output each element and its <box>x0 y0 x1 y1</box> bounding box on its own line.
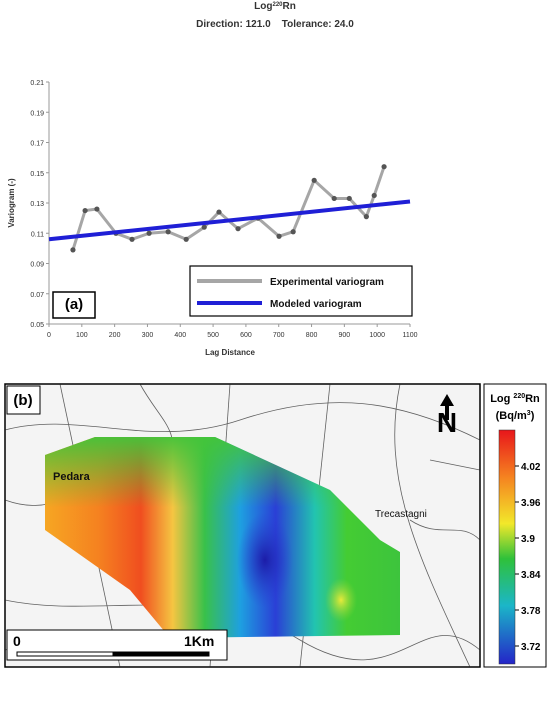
point <box>235 226 241 232</box>
series-line <box>48 199 411 242</box>
colorbar-ticks: 4.02 3.96 3.9 3.84 3.78 3.72 <box>515 462 541 653</box>
point <box>146 230 152 236</box>
colorbar-tick-label: 4.02 <box>521 462 541 473</box>
x-tick-label: 400 <box>174 332 186 339</box>
point <box>363 214 369 220</box>
colorbar-unit: (Bq/m3) <box>496 410 535 422</box>
point <box>381 164 387 170</box>
x-tick-label: 900 <box>339 332 351 339</box>
scale-label: 1Km <box>184 633 214 649</box>
colorbar-title: Log 220Rn <box>490 393 540 405</box>
scale-label: 0 <box>13 633 21 649</box>
point <box>311 177 317 183</box>
x-tick-label: 700 <box>273 332 285 339</box>
y-tick-label: 0.13 <box>30 201 44 208</box>
colorbar-tick-label: 3.96 <box>521 498 541 509</box>
point <box>165 229 171 235</box>
x-tick-label: 600 <box>240 332 252 339</box>
panel-label-box <box>52 291 96 319</box>
colorbar-tick-label: 3.78 <box>521 606 541 617</box>
y-tick-label: 0.19 <box>30 110 44 117</box>
x-tick-label: 0 <box>47 332 51 339</box>
point <box>346 195 352 202</box>
north-arrow <box>440 394 454 420</box>
x-tick-label: 1100 <box>402 332 417 339</box>
legend-label: Modeled variogram <box>270 299 362 310</box>
legend-box <box>189 265 413 317</box>
point <box>216 209 222 215</box>
x-axis-label: Lag Distance <box>205 348 255 357</box>
interpolation <box>45 437 400 638</box>
x-tick-label: 500 <box>207 332 219 339</box>
y-tick-label: 0.21 <box>30 80 44 87</box>
x-tick-label: 100 <box>76 332 88 339</box>
colorbar-tick-label: 3.84 <box>521 570 541 581</box>
panel-label: (b) <box>13 392 32 409</box>
y-tick-label: 0.17 <box>30 141 44 148</box>
y-axis-label: Variogram (-) <box>7 178 16 228</box>
point <box>82 207 88 214</box>
x-tick-label: 1000 <box>369 332 385 339</box>
north-label: N <box>437 407 457 438</box>
x-tick-label: 300 <box>142 332 154 339</box>
point <box>276 233 282 239</box>
point <box>70 247 76 253</box>
colorbar-tick-label: 3.72 <box>521 642 541 653</box>
panel-label-box <box>6 385 41 415</box>
scale-bar <box>16 651 114 657</box>
place-label: Trecastagni <box>375 509 427 520</box>
y-tick-label: 0.07 <box>30 292 44 299</box>
colorbar-tick-label: 3.9 <box>521 534 535 545</box>
point <box>201 224 207 230</box>
y-tick-label: 0.11 <box>31 231 44 238</box>
plot: 0.05 0.07 0.09 0.11 0.13 0.15 0.17 0.19 0.21 0 100… <box>30 80 417 339</box>
point <box>129 236 135 242</box>
point <box>183 236 189 242</box>
point <box>331 195 337 202</box>
legend-label: Experimental variogram <box>270 277 384 288</box>
point <box>94 206 100 212</box>
point <box>371 192 377 199</box>
scale-bar <box>112 651 210 657</box>
colorbar <box>498 429 516 665</box>
x-tick-label: 200 <box>109 332 121 339</box>
chart-title: Log220Rn <box>254 1 296 12</box>
y-tick-label: 0.05 <box>30 322 44 329</box>
y-tick-label: 0.15 <box>30 171 44 178</box>
y-tick-label: 0.09 <box>30 262 44 269</box>
place-label: Pedara <box>53 471 91 483</box>
panel-label: (a) <box>65 296 83 313</box>
chart-subtitle: Direction: 121.0 Tolerance: 24.0 <box>196 19 354 30</box>
point <box>290 229 296 235</box>
x-tick-label: 800 <box>306 332 318 339</box>
